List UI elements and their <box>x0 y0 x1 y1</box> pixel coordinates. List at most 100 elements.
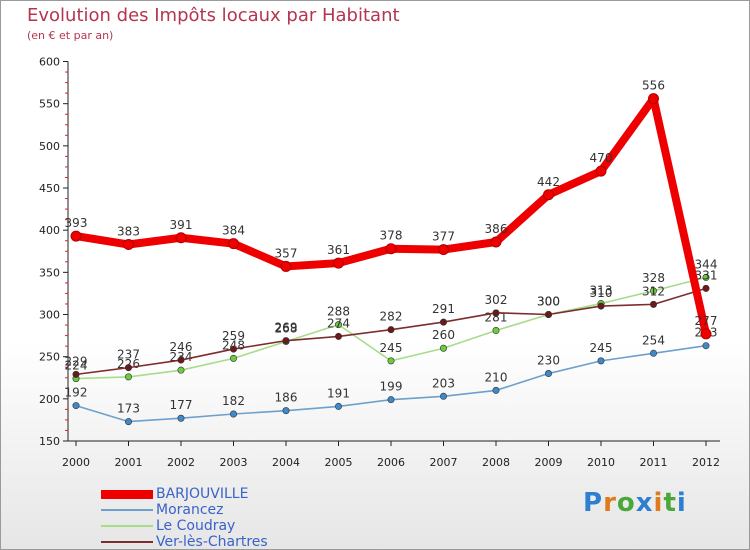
data-label: 186 <box>275 391 298 405</box>
data-point <box>702 284 710 292</box>
y-tick-label: 200 <box>39 393 60 406</box>
data-label: 182 <box>222 394 245 408</box>
data-point <box>230 345 238 353</box>
data-point <box>334 332 342 340</box>
x-tick-label: 2006 <box>377 456 405 469</box>
data-label: 312 <box>642 284 665 298</box>
logo-letter: P <box>583 488 604 518</box>
data-point <box>334 402 342 410</box>
y-tick-label: 500 <box>39 140 60 153</box>
data-point <box>70 230 82 242</box>
legend-label: Morancez <box>156 502 224 518</box>
data-label: 470 <box>590 151 613 165</box>
data-point <box>282 407 290 415</box>
data-label: 269 <box>275 321 298 335</box>
data-point <box>700 328 712 340</box>
data-point <box>125 373 133 381</box>
data-label: 282 <box>380 310 403 324</box>
data-label: 246 <box>170 340 193 354</box>
data-label: 442 <box>537 175 560 189</box>
data-label: 357 <box>275 246 298 260</box>
legend-swatch <box>101 490 153 499</box>
data-label: 288 <box>327 305 350 319</box>
data-point <box>492 327 500 335</box>
data-label: 274 <box>327 316 350 330</box>
data-label: 377 <box>432 230 455 244</box>
data-point <box>125 364 133 372</box>
y-tick-label: 400 <box>39 224 60 237</box>
data-point <box>334 321 342 329</box>
logo-letter: r <box>603 488 617 518</box>
y-tick-label: 350 <box>39 266 60 279</box>
data-label: 203 <box>432 376 455 390</box>
data-label: 224 <box>65 359 88 373</box>
legend-label: BARJOUVILLE <box>156 486 249 502</box>
data-point <box>123 239 134 251</box>
y-tick-label: 250 <box>39 351 60 364</box>
data-point <box>175 232 187 244</box>
data-point <box>649 287 657 295</box>
x-tick-label: 2004 <box>272 456 300 469</box>
data-point <box>649 349 657 357</box>
data-point <box>544 311 552 319</box>
chart-legend: BARJOUVILLE Morancez Le Coudray Ver-lès-Cha… <box>101 486 321 550</box>
x-tick-label: 2007 <box>430 456 458 469</box>
x-tick-label: 2008 <box>482 456 510 469</box>
data-point <box>439 318 447 326</box>
data-label: 302 <box>485 293 508 307</box>
data-point <box>649 300 657 308</box>
legend-label: Ver-lès-Chartres <box>156 534 268 550</box>
data-point <box>387 357 395 365</box>
x-tick-label: 2005 <box>325 456 353 469</box>
x-tick-label: 2009 <box>535 456 563 469</box>
y-tick-label: 150 <box>39 435 60 448</box>
data-label: 391 <box>170 218 193 232</box>
data-point <box>438 244 449 256</box>
data-point <box>702 273 710 281</box>
data-point <box>72 402 80 410</box>
data-point <box>230 354 238 362</box>
logo-letter: i <box>676 488 687 518</box>
data-point <box>648 93 659 105</box>
data-label: 386 <box>485 222 508 236</box>
data-label: 384 <box>222 224 245 238</box>
logo-letter: i <box>653 488 664 518</box>
data-point <box>492 309 500 317</box>
data-label: 199 <box>380 380 403 394</box>
y-tick-label: 300 <box>39 309 60 322</box>
data-label: 310 <box>590 286 613 300</box>
data-point <box>597 357 605 365</box>
x-tick-label: 2000 <box>62 456 90 469</box>
data-point <box>385 243 397 255</box>
data-label: 260 <box>432 328 455 342</box>
data-label: 230 <box>537 354 560 368</box>
data-label: 361 <box>327 243 350 257</box>
legend-item: Le Coudray <box>101 518 321 534</box>
data-point <box>280 260 292 272</box>
legend-swatch <box>101 541 153 543</box>
legend-label: Le Coudray <box>156 518 236 534</box>
data-label: 268 <box>275 321 298 335</box>
data-label: 277 <box>695 314 718 328</box>
x-tick-label: 2011 <box>640 456 668 469</box>
data-point <box>439 392 447 400</box>
data-label: 313 <box>590 284 613 298</box>
data-label: 237 <box>117 348 140 362</box>
y-tick-label: 600 <box>39 56 60 69</box>
y-tick-label: 550 <box>39 98 60 111</box>
data-point <box>595 165 607 177</box>
data-label: 245 <box>590 341 613 355</box>
data-label: 344 <box>695 257 718 271</box>
data-label: 192 <box>65 386 88 400</box>
chart-subtitle: (en € et par an) <box>27 29 114 42</box>
data-label: 177 <box>170 398 193 412</box>
data-point <box>230 410 238 418</box>
data-point <box>125 418 133 426</box>
logo-letter: x <box>635 488 654 518</box>
data-point <box>177 414 185 422</box>
data-label: 173 <box>117 402 140 416</box>
data-label: 210 <box>485 370 508 384</box>
data-label: 291 <box>432 302 455 316</box>
